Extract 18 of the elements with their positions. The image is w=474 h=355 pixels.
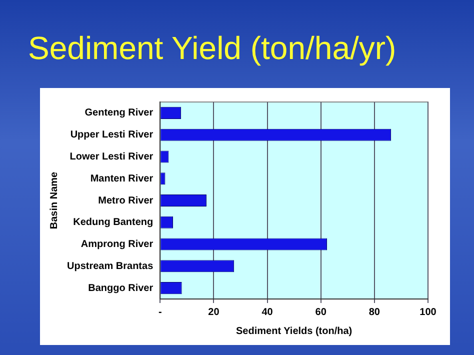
y-tick-label: Kedung Banteng xyxy=(73,217,154,228)
y-tick-label: Genteng River xyxy=(84,108,154,119)
y-tick-label: Upstream Brantas xyxy=(66,260,154,272)
chart-title: Sediment Yield (ton/ha/yr) xyxy=(28,30,396,67)
x-tick-label: 80 xyxy=(368,306,380,318)
y-tick-label: Lower Lesti River xyxy=(70,151,154,162)
y-tick-label: Amprong River xyxy=(80,239,154,250)
y-axis-title: Basin Name xyxy=(48,171,60,230)
y-tick-label: Upper Lesti River xyxy=(70,130,154,141)
x-tick-label: 60 xyxy=(315,306,327,318)
x-tick-label: 20 xyxy=(208,306,220,318)
y-tick-label: Banggo River xyxy=(88,282,154,294)
y-tick-label: Manten River xyxy=(90,173,154,184)
y-tick-label: Metro River xyxy=(98,195,154,206)
x-tick-label: 100 xyxy=(420,306,437,318)
x-tick-label: - xyxy=(158,306,162,318)
x-axis-title: Sediment Yields (ton/ha) xyxy=(236,326,352,337)
x-tick-label: 40 xyxy=(262,306,274,318)
